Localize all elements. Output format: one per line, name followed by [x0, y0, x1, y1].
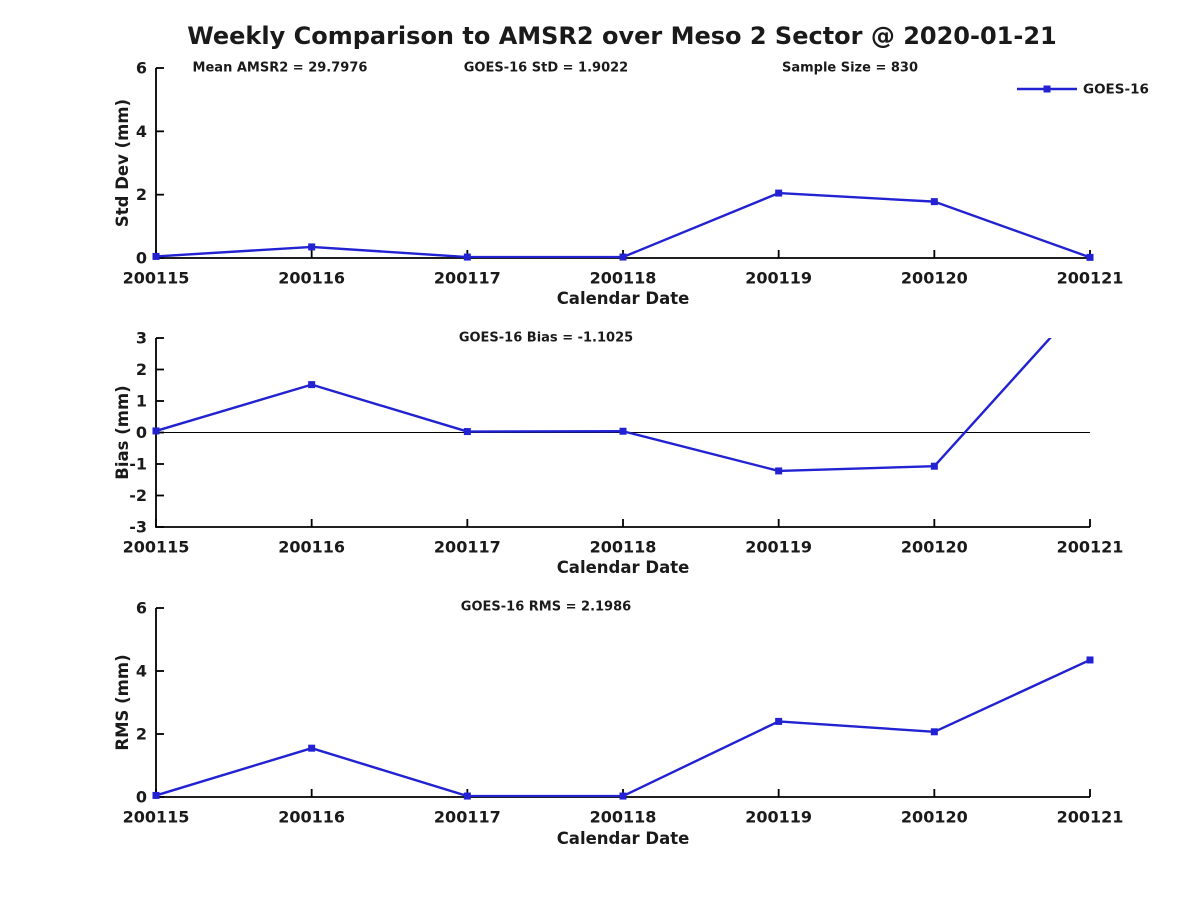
series-line-goes-16: [156, 658, 1090, 797]
subplot-2: 0 2 4 6 200115 200116 200117 200118 200119 200120…: [123, 599, 1124, 827]
data-point-marker: [775, 189, 783, 197]
x-axis-label-3: Calendar Date: [557, 829, 690, 848]
x-tick-label: 200115: [123, 269, 190, 288]
axes-frame: [155, 608, 1090, 798]
x-tick-label: 200120: [901, 808, 968, 827]
data-point-marker: [619, 792, 627, 800]
x-tick-label: 200120: [901, 538, 968, 557]
y-tick-label: 0: [136, 788, 147, 807]
series-group: [156, 191, 1090, 258]
x-tick-label: 200119: [745, 808, 812, 827]
x-tick-label: 200115: [123, 808, 190, 827]
data-point-marker: [775, 717, 783, 725]
x-tick-label: 200116: [278, 538, 345, 557]
data-point-marker: [930, 198, 938, 206]
x-tick-label: 200118: [590, 269, 657, 288]
legend: GOES-16: [1017, 82, 1149, 98]
y-tick-label: 2: [136, 185, 147, 204]
legend-label: GOES-16: [1083, 82, 1149, 98]
axes-frame: [155, 68, 1090, 259]
x-tick-label: 200117: [434, 808, 501, 827]
subplot-1: -3 -2 -1 0 1 2 3 200115 200116 200117 200118 200119…: [123, 329, 1124, 557]
y-tick-label: 1: [136, 392, 147, 411]
data-point-marker: [152, 252, 160, 260]
data-point-marker: [1086, 656, 1094, 664]
y-tick-label: 6: [136, 59, 147, 78]
x-tick-label: 200121: [1057, 808, 1124, 827]
series-line-goes-16: [156, 191, 1090, 258]
data-point-marker: [152, 791, 160, 799]
annotation-goes16-std: GOES-16 StD = 1.9022: [464, 61, 628, 76]
y-tick-label: -3: [129, 518, 147, 537]
data-point-marker: [930, 728, 938, 736]
x-tick-label: 200118: [590, 538, 657, 557]
data-point-marker: [619, 253, 627, 261]
y-tick-label: 0: [136, 249, 147, 268]
subplot-0: 0 2 4 6 200115 200116 200117 200118 200119 200120…: [123, 59, 1124, 288]
data-point-marker: [152, 427, 160, 435]
y-tick-label: 2: [136, 725, 147, 744]
x-tick-label: 200121: [1057, 269, 1124, 288]
data-point-marker: [308, 381, 316, 389]
y-axis-label-bias: Bias (mm): [113, 385, 132, 479]
y-tick-label: -1: [129, 455, 147, 474]
x-tick-label: 200120: [901, 269, 968, 288]
x-tick-label: 200119: [745, 269, 812, 288]
annotation-goes16-bias: GOES-16 Bias = -1.1025: [459, 331, 633, 346]
y-axis-label-stddev: Std Dev (mm): [113, 99, 132, 227]
data-point-marker: [308, 243, 316, 251]
x-tick-label: 200115: [123, 538, 190, 557]
y-axis-label-rms: RMS (mm): [113, 654, 132, 750]
data-point-marker: [930, 462, 938, 470]
series-line-goes-16: [156, 338, 1052, 473]
series-group: [156, 338, 1052, 473]
data-point-marker: [1086, 253, 1094, 261]
x-axis-label-1: Calendar Date: [557, 289, 690, 308]
annotation-sample-size: Sample Size = 830: [782, 61, 918, 76]
data-point-marker: [463, 428, 471, 436]
y-tick-label: 0: [136, 423, 147, 442]
legend-marker-icon: [1043, 85, 1051, 93]
series-group: [156, 658, 1090, 797]
y-tick-label: 4: [136, 122, 147, 141]
y-tick-label: 6: [136, 599, 147, 618]
figure-title: Weekly Comparison to AMSR2 over Meso 2 S…: [187, 22, 1056, 50]
y-tick-label: -2: [129, 486, 147, 505]
x-tick-label: 200121: [1057, 538, 1124, 557]
annotation-mean-amsr2: Mean AMSR2 = 29.7976: [193, 61, 368, 76]
data-point-marker: [463, 792, 471, 800]
x-tick-label: 200117: [434, 538, 501, 557]
x-tick-label: 200117: [434, 269, 501, 288]
y-tick-label: 2: [136, 360, 147, 379]
y-tick-label: 3: [136, 329, 147, 348]
x-tick-label: 200119: [745, 538, 812, 557]
data-point-marker: [619, 427, 627, 435]
data-point-marker: [775, 467, 783, 475]
x-tick-label: 200118: [590, 808, 657, 827]
data-point-marker: [308, 744, 316, 752]
data-point-marker: [463, 253, 471, 261]
x-axis-label-2: Calendar Date: [557, 558, 690, 577]
x-tick-label: 200116: [278, 269, 345, 288]
annotation-goes16-rms: GOES-16 RMS = 2.1986: [461, 600, 631, 615]
y-tick-label: 4: [136, 662, 147, 681]
x-tick-label: 200116: [278, 808, 345, 827]
